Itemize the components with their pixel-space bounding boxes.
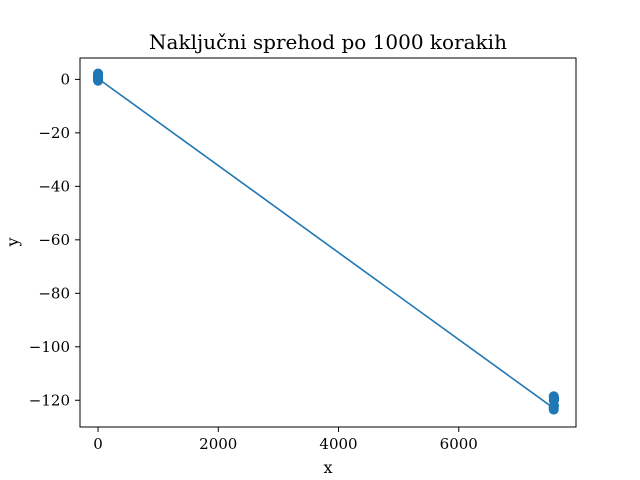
y-tick-label: −40 bbox=[38, 177, 70, 195]
y-tick-label: −80 bbox=[38, 284, 70, 302]
plot-area bbox=[92, 68, 560, 415]
y-tick-label: −60 bbox=[38, 231, 70, 249]
data-point bbox=[93, 73, 104, 84]
y-tick-label: −100 bbox=[29, 338, 70, 356]
y-tick-label: 0 bbox=[60, 70, 70, 88]
y-tick-label: −20 bbox=[38, 124, 70, 142]
x-axis-title: x bbox=[323, 458, 332, 477]
chart-title: Naključni sprehod po 1000 korakih bbox=[149, 30, 507, 54]
plot-frame bbox=[79, 57, 577, 428]
x-axis: 0 2000 4000 6000 bbox=[93, 427, 478, 453]
x-tick-label: 2000 bbox=[199, 435, 237, 453]
x-tick-label: 4000 bbox=[319, 435, 357, 453]
y-tick-label: −120 bbox=[29, 391, 70, 409]
x-tick-label: 6000 bbox=[440, 435, 478, 453]
y-axis-title: y bbox=[3, 237, 22, 247]
y-axis: 0 −20 −40 −60 −80 −100 −120 bbox=[29, 70, 80, 409]
x-tick-label: 0 bbox=[93, 435, 103, 453]
data-point bbox=[548, 392, 559, 403]
